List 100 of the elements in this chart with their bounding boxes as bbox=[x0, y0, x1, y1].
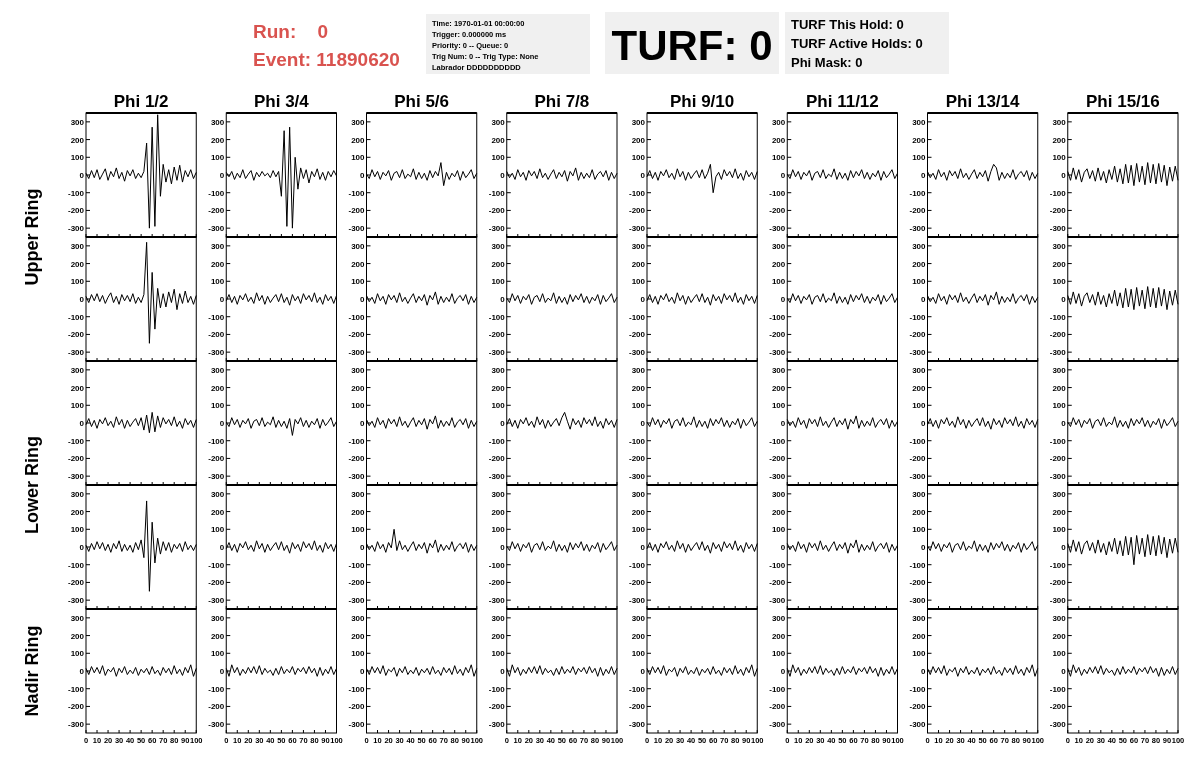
y-tick-label: 200 bbox=[351, 259, 366, 269]
y-tick-label: 100 bbox=[210, 525, 225, 535]
y-tick-label: -300 bbox=[628, 472, 646, 482]
text: TURF Active Holds: 0 bbox=[791, 36, 923, 51]
y-tick-label: -100 bbox=[1049, 312, 1067, 322]
y-tick-label: -200 bbox=[67, 578, 85, 588]
y-tick-label: 300 bbox=[912, 365, 927, 375]
y-tick-label: 0 bbox=[360, 419, 366, 428]
y-tick-label: 200 bbox=[771, 135, 786, 145]
y-tick-label: -100 bbox=[909, 312, 927, 322]
chart-title: Phi 9/10 bbox=[669, 92, 735, 111]
y-tick-label: 0 bbox=[640, 543, 646, 552]
y-tick-label: -200 bbox=[1049, 206, 1067, 216]
y-tick-label: 200 bbox=[631, 383, 646, 393]
y-tick-label: 300 bbox=[771, 489, 786, 499]
y-tick-label: -200 bbox=[769, 206, 786, 216]
y-tick-label: 200 bbox=[491, 383, 506, 393]
y-tick-label: -100 bbox=[348, 312, 366, 322]
y-tick-label: -300 bbox=[769, 472, 786, 482]
y-tick-label: 100 bbox=[70, 153, 85, 163]
y-tick-label: 0 bbox=[360, 171, 366, 180]
y-tick-label: 300 bbox=[771, 613, 786, 623]
y-tick-label: -300 bbox=[769, 348, 786, 358]
y-tick-label: -100 bbox=[348, 560, 366, 570]
y-tick-label: 200 bbox=[70, 135, 85, 145]
y-tick-label: 300 bbox=[771, 241, 786, 251]
y-tick-label: 100 bbox=[491, 649, 506, 659]
y-tick-label: 100 bbox=[631, 525, 646, 535]
y-tick-label: -200 bbox=[1049, 454, 1067, 464]
y-tick-label: -200 bbox=[488, 454, 506, 464]
y-tick-label: -100 bbox=[67, 188, 85, 198]
y-tick-label: 200 bbox=[912, 135, 927, 145]
y-tick-label: -300 bbox=[769, 224, 786, 234]
y-tick-label: 200 bbox=[631, 631, 646, 641]
y-tick-label: 300 bbox=[70, 365, 85, 375]
y-tick-label: 100 bbox=[771, 525, 786, 535]
y-tick-label: -200 bbox=[348, 578, 366, 588]
y-tick-label: -100 bbox=[909, 188, 927, 198]
y-tick-label: -300 bbox=[909, 720, 927, 730]
y-tick-label: -300 bbox=[488, 224, 506, 234]
y-tick-label: 200 bbox=[351, 631, 366, 641]
y-tick-label: -200 bbox=[208, 454, 225, 464]
y-tick-label: 100 bbox=[210, 277, 225, 287]
y-tick-label: -100 bbox=[67, 436, 85, 446]
y-tick-label: -100 bbox=[769, 684, 786, 694]
chart-title: Phi 5/6 bbox=[394, 92, 450, 111]
y-tick-label: 200 bbox=[210, 383, 225, 393]
y-tick-label: 100 bbox=[912, 277, 927, 287]
y-tick-label: 300 bbox=[771, 365, 786, 375]
y-tick-label: 0 bbox=[921, 667, 927, 676]
y-tick-label: -300 bbox=[348, 720, 366, 730]
y-tick-label: 200 bbox=[912, 383, 927, 393]
y-tick-label: -100 bbox=[488, 436, 506, 446]
y-tick-label: -300 bbox=[208, 224, 225, 234]
y-tick-label: 0 bbox=[360, 543, 366, 552]
y-tick-label: -300 bbox=[909, 472, 927, 482]
y-tick-label: -200 bbox=[769, 702, 786, 712]
y-tick-label: -200 bbox=[628, 330, 646, 340]
y-tick-label: 100 bbox=[912, 525, 927, 535]
y-tick-label: 300 bbox=[1052, 241, 1067, 251]
y-tick-label: 100 bbox=[1052, 153, 1067, 163]
y-tick-label: -300 bbox=[628, 224, 646, 234]
y-tick-label: -100 bbox=[628, 312, 646, 322]
y-tick-label: 200 bbox=[210, 507, 225, 517]
y-tick-label: -300 bbox=[909, 348, 927, 358]
y-tick-label: 200 bbox=[70, 259, 85, 269]
y-tick-label: 100 bbox=[912, 649, 927, 659]
y-tick-label: 100 bbox=[351, 525, 366, 535]
y-tick-label: -300 bbox=[488, 720, 506, 730]
y-tick-label: -300 bbox=[208, 720, 225, 730]
y-tick-label: 300 bbox=[912, 241, 927, 251]
y-tick-label: -200 bbox=[208, 206, 225, 216]
y-tick-label: 100 bbox=[631, 153, 646, 163]
y-tick-label: 200 bbox=[912, 631, 927, 641]
y-tick-label: -100 bbox=[67, 560, 85, 570]
y-tick-label: 0 bbox=[360, 295, 366, 304]
y-tick-label: -300 bbox=[909, 596, 927, 606]
y-tick-label: 200 bbox=[631, 135, 646, 145]
y-tick-label: -300 bbox=[67, 348, 85, 358]
y-tick-label: 100 bbox=[771, 649, 786, 659]
y-tick-label: 100 bbox=[351, 153, 366, 163]
y-tick-label: -100 bbox=[628, 436, 646, 446]
y-axis-title: Upper Ring bbox=[22, 188, 42, 286]
y-tick-label: -100 bbox=[628, 684, 646, 694]
y-tick-label: 300 bbox=[1052, 117, 1067, 127]
y-tick-label: -200 bbox=[208, 578, 225, 588]
y-tick-label: 300 bbox=[70, 117, 85, 127]
y-tick-label: -100 bbox=[348, 188, 366, 198]
text: TURF: 0 bbox=[611, 22, 773, 69]
y-tick-label: 100 bbox=[70, 649, 85, 659]
y-tick-label: -200 bbox=[628, 454, 646, 464]
y-tick-label: -300 bbox=[1049, 596, 1067, 606]
y-tick-label: 300 bbox=[210, 241, 225, 251]
y-tick-label: 200 bbox=[491, 135, 506, 145]
y-tick-label: 200 bbox=[491, 507, 506, 517]
y-tick-label: 0 bbox=[219, 419, 225, 428]
y-tick-label: 0 bbox=[921, 543, 927, 552]
y-tick-label: -100 bbox=[909, 684, 927, 694]
y-tick-label: -300 bbox=[208, 596, 225, 606]
y-tick-label: 0 bbox=[921, 171, 927, 180]
